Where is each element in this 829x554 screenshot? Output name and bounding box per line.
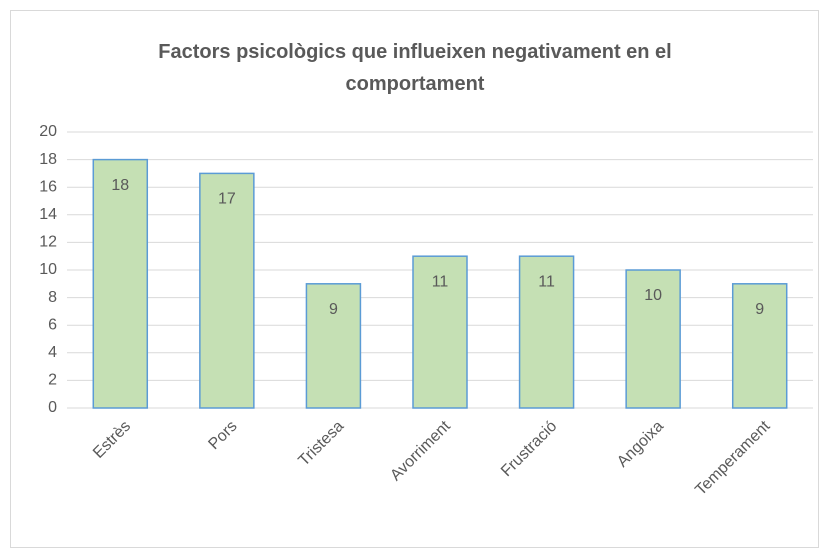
bar <box>305 283 362 409</box>
y-tick-label: 16 <box>39 178 57 195</box>
data-label: 11 <box>538 273 555 290</box>
y-tick-label: 4 <box>48 344 57 361</box>
y-tick-label: 10 <box>39 261 57 278</box>
y-tick-label: 14 <box>39 206 57 223</box>
bar <box>92 158 149 409</box>
bar <box>199 172 255 409</box>
y-tick-label: 18 <box>39 151 57 168</box>
y-tick-label: 6 <box>48 316 57 333</box>
data-label: 10 <box>644 287 662 304</box>
data-label: 18 <box>111 177 129 194</box>
data-label: 9 <box>755 301 764 318</box>
y-tick-label: 0 <box>48 399 57 416</box>
y-tick-label: 2 <box>48 372 57 389</box>
chart-title: Factors psicològics que influeixen negat… <box>158 41 672 95</box>
bar <box>412 255 468 409</box>
data-label: 11 <box>432 273 449 290</box>
bar <box>625 269 681 409</box>
y-tick-label: 12 <box>39 234 57 251</box>
y-tick-label: 20 <box>39 123 57 140</box>
data-label: 17 <box>218 191 236 208</box>
bar <box>731 283 788 409</box>
bar <box>518 255 575 409</box>
y-tick-label: 8 <box>48 289 57 306</box>
data-label: 9 <box>329 301 338 318</box>
